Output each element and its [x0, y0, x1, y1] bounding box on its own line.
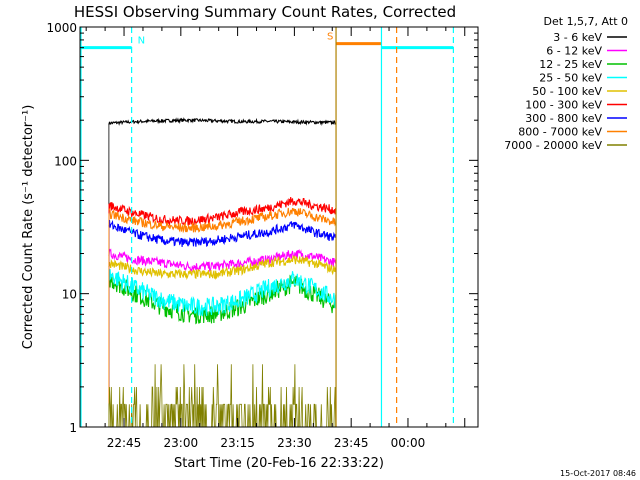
x-tick-label: 23:15 — [220, 436, 255, 450]
x-axis: 22:45 23:00 23:15 23:30 23:45 00:00 — [85, 27, 466, 450]
legend-label-7: 300 - 800 keV — [525, 112, 602, 125]
y-tick-label: 1000 — [46, 21, 77, 35]
legend-label-1: 3 - 6 keV — [553, 31, 602, 44]
x-tick-label: 22:45 — [107, 436, 142, 450]
y-axis: 1 10 100 1000 — [46, 21, 478, 435]
data-series-layer — [108, 117, 337, 428]
legend-label-2: 6 - 12 keV — [546, 45, 602, 58]
x-tick-label: 23:30 — [277, 436, 312, 450]
x-tick-label: 00:00 — [391, 436, 426, 450]
vertical-line-layer — [80, 27, 454, 427]
marker-label-s: S — [327, 32, 333, 43]
legend-label-9: 7000 - 20000 keV — [504, 139, 602, 152]
series-line-6 — [108, 197, 337, 227]
y-tick-label: 100 — [54, 154, 77, 168]
marker-label-n: N — [138, 36, 145, 47]
series-line-5 — [108, 254, 337, 280]
y-tick-label: 10 — [62, 288, 77, 302]
series-line-8 — [108, 207, 337, 234]
plot-frame — [79, 26, 479, 428]
chart-title: HESSI Observing Summary Count Rates, Cor… — [74, 3, 456, 21]
legend-label-6: 100 - 300 keV — [525, 99, 602, 112]
legend-label-3: 12 - 25 keV — [539, 58, 602, 71]
legend-header: Det 1,5,7, Att 0 — [544, 15, 628, 28]
x-tick-label: 23:45 — [334, 436, 369, 450]
x-tick-label: 23:00 — [164, 436, 199, 450]
series-line-4 — [108, 269, 337, 317]
series-line-1 — [108, 117, 336, 126]
y-axis-label: Corrected Count Rate (s⁻¹ detector⁻¹) — [21, 105, 36, 350]
y-tick-label: 1 — [69, 421, 77, 435]
series-line-7 — [108, 219, 337, 248]
legend-label-5: 50 - 100 keV — [532, 85, 602, 98]
legend-label-8: 800 - 7000 keV — [518, 126, 602, 139]
x-axis-label: Start Time (20-Feb-16 22:33:22) — [174, 456, 384, 471]
series-line-9 — [108, 364, 337, 428]
series-line-2 — [108, 248, 337, 273]
footer-timestamp: 15-Oct-2017 08:46 — [560, 469, 636, 478]
legend-label-4: 25 - 50 keV — [539, 72, 602, 85]
